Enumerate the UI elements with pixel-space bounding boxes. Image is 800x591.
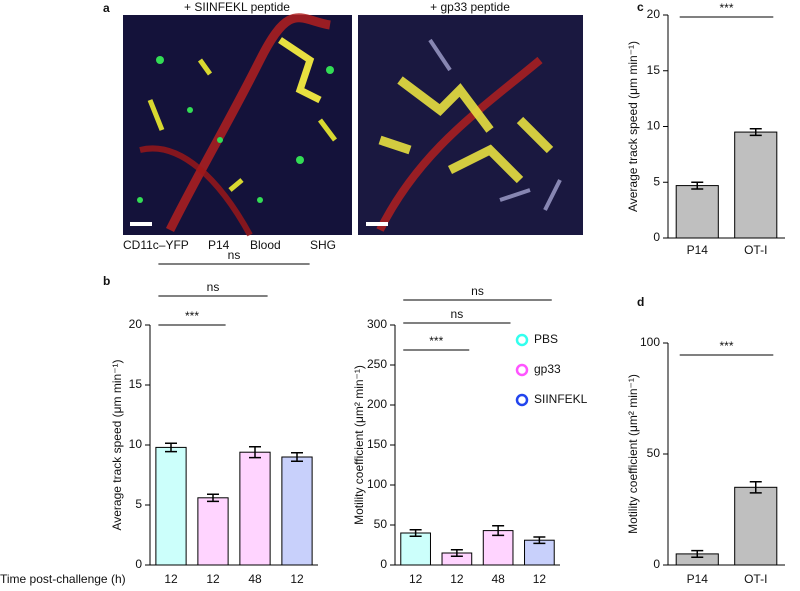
legend-marker [515, 363, 529, 377]
x-tick-label: 48 [491, 572, 505, 586]
significance-label: *** [719, 339, 733, 353]
significance-label: ns [471, 284, 484, 298]
panel-label: d [637, 295, 644, 309]
error-bar [533, 536, 546, 545]
x-tick-label: 12 [533, 572, 547, 586]
legend-marker [515, 333, 529, 347]
y-tick-label: 10 [647, 119, 661, 133]
y-tick-label: 150 [367, 437, 387, 451]
channel-label: Blood [250, 238, 281, 252]
error-bar [291, 452, 303, 462]
significance-label: *** [185, 309, 199, 323]
x-tick-label: 12 [450, 572, 464, 586]
bar [197, 497, 229, 566]
channel-label: SHG [310, 238, 336, 252]
channel-label: P14 [208, 238, 230, 252]
error-bar [492, 525, 505, 537]
panel-label: c [637, 0, 644, 14]
y-axis-label: Motility coefficient (μm² min⁻¹) [352, 365, 366, 525]
error-bar [409, 529, 422, 537]
y-tick-label: 50 [374, 517, 388, 531]
y-tick-label: 100 [367, 477, 387, 491]
significance-label: ns [207, 280, 220, 294]
y-tick-label: 20 [647, 7, 661, 21]
image-title: + gp33 peptide [430, 0, 510, 14]
bar [239, 451, 271, 566]
y-tick-label: 100 [640, 335, 660, 349]
y-axis-label: Average track speed (μm min⁻¹) [110, 359, 124, 530]
legend-label: PBS [534, 332, 558, 346]
x-tick-label: P14 [687, 243, 709, 257]
y-tick-label: 15 [647, 63, 661, 77]
image-title: + SIINFEKL peptide [184, 0, 290, 14]
bar [734, 131, 778, 239]
panel-label: a [103, 1, 110, 15]
micrograph-left [123, 13, 352, 237]
bar [155, 446, 187, 566]
bar [524, 539, 555, 566]
error-bar [165, 442, 177, 453]
x-tick-label: 48 [248, 572, 262, 586]
legend-marker [515, 393, 529, 407]
y-tick-label: 0 [653, 230, 660, 244]
y-axis-label: Average track speed (μm min⁻¹) [626, 41, 640, 212]
y-tick-label: 5 [653, 174, 660, 188]
error-bar [450, 549, 463, 557]
y-tick-label: 20 [129, 317, 143, 331]
y-tick-label: 50 [647, 446, 661, 460]
y-tick-label: 300 [367, 317, 387, 331]
x-tick-label: P14 [687, 572, 709, 586]
bar [734, 486, 778, 566]
bar [400, 532, 431, 566]
legend-label: gp33 [534, 362, 561, 376]
y-tick-label: 250 [367, 357, 387, 371]
bar [281, 456, 313, 566]
bar [675, 185, 719, 239]
significance-label: ns [451, 307, 464, 321]
legend-label: SIINFEKL [534, 392, 588, 406]
y-tick-label: 0 [380, 557, 387, 571]
error-bar [691, 181, 704, 190]
significance-label: *** [429, 334, 443, 348]
x-tick-label: 12 [290, 572, 304, 586]
micrograph-right [358, 15, 583, 235]
significance-label: ns [228, 248, 241, 262]
y-tick-label: 5 [135, 497, 142, 511]
bar [482, 530, 514, 566]
error-bar [749, 127, 762, 137]
significance-label: *** [719, 1, 733, 15]
x-tick-label: OT-I [744, 243, 767, 257]
y-tick-label: 0 [135, 557, 142, 571]
x-axis-label: Time post-challenge (h) [0, 572, 126, 586]
x-tick-label: 12 [409, 572, 423, 586]
error-bar [249, 446, 261, 459]
x-tick-label: 12 [206, 572, 220, 586]
y-tick-label: 0 [653, 557, 660, 571]
x-tick-label: OT-I [744, 572, 767, 586]
y-tick-label: 10 [129, 437, 143, 451]
error-bar [691, 549, 704, 558]
y-tick-label: 15 [129, 377, 143, 391]
channel-label: CD11c–YFP [123, 238, 189, 252]
y-axis-label: Motility coefficient (μm² min⁻¹) [626, 374, 640, 534]
error-bar [749, 481, 762, 494]
y-tick-label: 200 [367, 397, 387, 411]
x-tick-label: 12 [164, 572, 178, 586]
panel-label: b [103, 274, 110, 288]
error-bar [207, 493, 219, 503]
